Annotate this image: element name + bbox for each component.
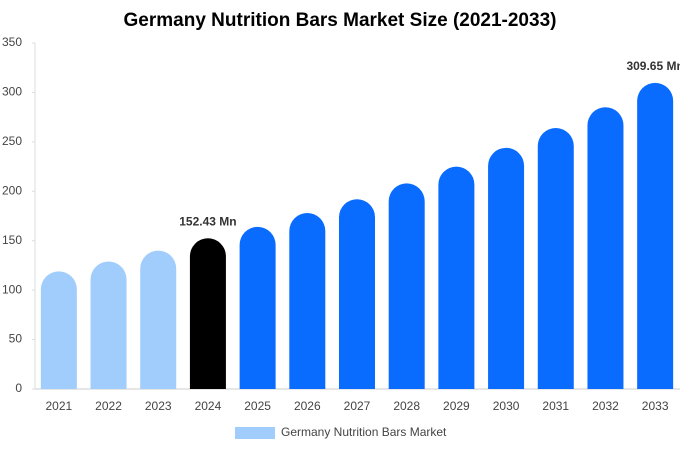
y-tick-label: 0 [15, 381, 22, 395]
y-tick-label: 300 [2, 85, 22, 99]
x-tick-label: 2022 [95, 399, 122, 413]
bar [537, 128, 574, 389]
x-tick-label: 2031 [542, 399, 569, 413]
x-tick-label: 2033 [642, 399, 669, 413]
y-tick-label: 150 [2, 233, 22, 247]
legend-label: Germany Nutrition Bars Market [281, 425, 447, 439]
bar [289, 213, 326, 389]
bar [90, 261, 127, 389]
y-tick-label: 50 [9, 332, 23, 346]
x-tick-label: 2026 [294, 399, 321, 413]
x-tick-label: 2028 [393, 399, 420, 413]
bar [637, 82, 674, 389]
y-tick-label: 250 [2, 134, 22, 148]
bar [388, 183, 425, 389]
x-tick-label: 2025 [244, 399, 271, 413]
x-tick-label: 2023 [145, 399, 172, 413]
value-label: 309.65 Mn [626, 59, 680, 73]
y-tick-label: 100 [2, 282, 22, 296]
x-tick-label: 2030 [493, 399, 520, 413]
y-tick-label: 350 [2, 35, 22, 49]
bar [587, 107, 624, 389]
bar [140, 250, 177, 389]
bar [339, 199, 375, 389]
x-tick-label: 2029 [443, 399, 470, 413]
y-tick-label: 200 [2, 183, 22, 197]
x-tick-label: 2021 [45, 399, 72, 413]
bar [40, 271, 77, 389]
legend-swatch [235, 427, 275, 439]
value-label: 152.43 Mn [179, 214, 236, 228]
chart-title: Germany Nutrition Bars Market Size (2021… [124, 10, 557, 31]
bar [488, 147, 525, 389]
x-tick-label: 2027 [344, 399, 371, 413]
bar [189, 238, 226, 389]
bar [239, 226, 276, 389]
bar [438, 166, 475, 389]
x-tick-label: 2032 [592, 399, 619, 413]
x-tick-label: 2024 [195, 399, 222, 413]
